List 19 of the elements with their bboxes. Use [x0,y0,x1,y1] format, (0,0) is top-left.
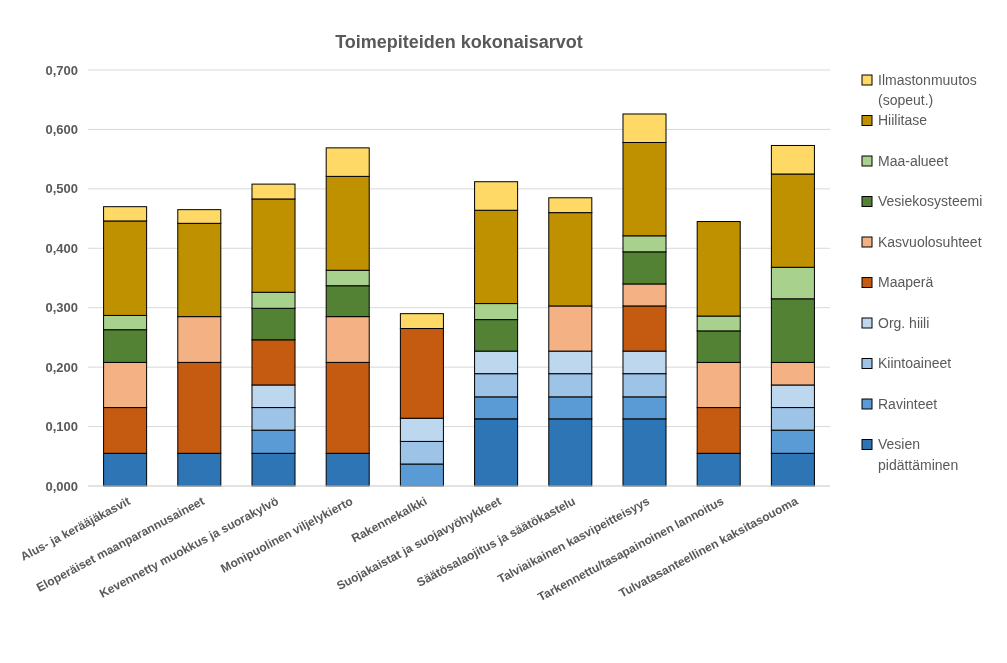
legend-label: Org. hiili [878,314,930,331]
legend-label: Vesiekosysteemi [878,193,983,210]
chart-title: Toimepiteiden kokonaisarvot [335,32,583,52]
y-tick-label: 0,100 [45,419,78,435]
y-tick-label: 0,400 [45,240,78,256]
legend-label: Ilmastonmuutos (sopeut.) [878,71,977,109]
y-tick-label: 0,200 [45,359,78,375]
y-tick-label: 0,500 [45,181,78,197]
y-tick-label: 0,700 [45,62,78,78]
legend-label: Vesien pidättäminen [878,436,959,473]
y-tick-label: 0,000 [45,478,78,494]
legend-label: Ravinteet [878,395,938,412]
legend-label: Maaperä [878,274,934,291]
legend-label: Kasvuolosuhteet [878,233,982,250]
y-tick-label: 0,600 [45,121,78,137]
legend-label: Maa-alueet [878,152,949,169]
legend-label: Kiintoaineet [878,355,952,372]
y-tick-label: 0,300 [45,300,78,316]
legend-label: Hiilitase [878,112,928,129]
